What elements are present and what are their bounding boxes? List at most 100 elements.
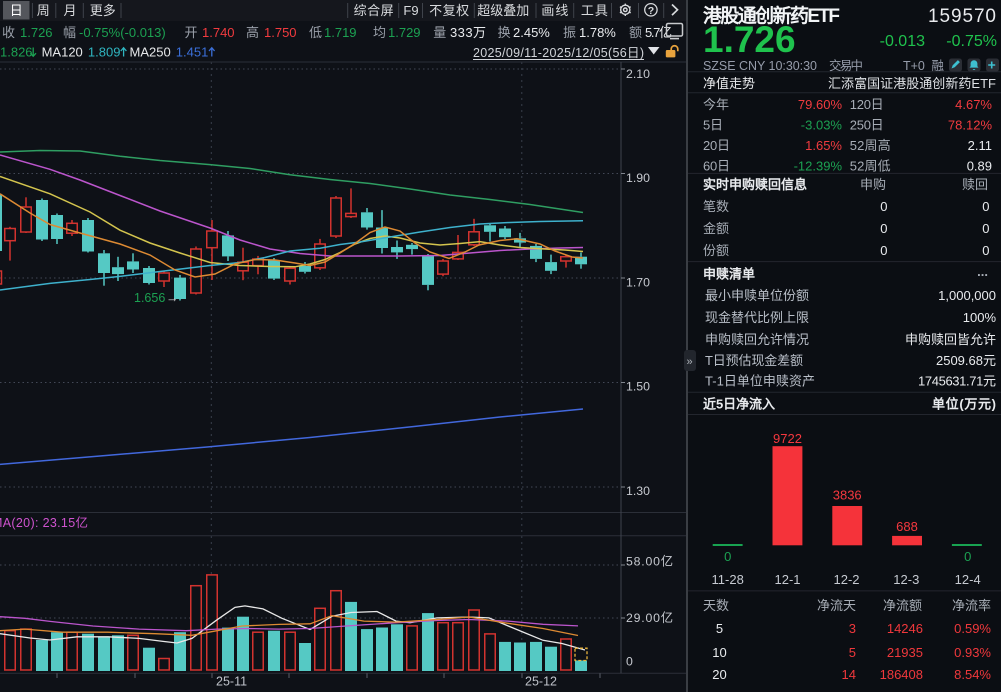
svg-text:月: 月	[63, 3, 76, 18]
svg-text:2.45%: 2.45%	[513, 25, 550, 40]
svg-text:1.719: 1.719	[324, 25, 357, 40]
svg-text:1.826: 1.826	[0, 45, 33, 60]
svg-text:-0.75%: -0.75%	[946, 33, 997, 50]
svg-text:1.70: 1.70	[626, 275, 650, 289]
svg-text:79.60%: 79.60%	[798, 97, 843, 112]
svg-text:净流额: 净流额	[883, 598, 922, 613]
svg-text:0: 0	[880, 243, 887, 258]
svg-text:MA250: MA250	[130, 45, 171, 60]
svg-text:申购: 申购	[860, 177, 886, 192]
svg-text:20: 20	[712, 667, 726, 682]
svg-text:近5日净流入: 近5日净流入	[703, 397, 775, 412]
svg-text:赎回: 赎回	[962, 177, 988, 192]
svg-text:申购赎回皆允许: 申购赎回皆允许	[905, 332, 996, 347]
svg-text:3: 3	[849, 621, 856, 636]
svg-text:1.656: 1.656	[134, 291, 165, 305]
svg-text:SZSE CNY 10:30:30: SZSE CNY 10:30:30	[703, 59, 817, 73]
svg-text:58.00亿: 58.00亿	[626, 553, 673, 568]
svg-text:收: 收	[2, 25, 15, 40]
svg-text:融: 融	[932, 59, 945, 73]
svg-text:换: 换	[498, 25, 511, 40]
svg-text:9722: 9722	[773, 431, 802, 446]
svg-text:2025/09/11-2025/12/05(56日): 2025/09/11-2025/12/05(56日)	[473, 46, 644, 60]
svg-text:工具: 工具	[581, 3, 608, 18]
svg-text:综合屏: 综合屏	[354, 3, 394, 18]
svg-text:12-2: 12-2	[833, 572, 859, 587]
svg-text:29.00亿: 29.00亿	[626, 610, 673, 625]
svg-text:12-1: 12-1	[774, 572, 800, 587]
svg-text:画线: 画线	[541, 3, 568, 18]
svg-text:周: 周	[37, 3, 50, 18]
svg-text:10: 10	[712, 645, 726, 660]
svg-text:4.67%: 4.67%	[955, 97, 992, 112]
svg-text:不复权: 不复权	[429, 3, 469, 18]
svg-text:净流率: 净流率	[952, 598, 991, 613]
svg-text:1.729: 1.729	[388, 25, 421, 40]
svg-text:0: 0	[982, 221, 989, 236]
svg-text:25-11: 25-11	[216, 675, 247, 689]
svg-text:均: 均	[373, 25, 386, 40]
svg-text:1.50: 1.50	[626, 379, 650, 393]
svg-text:0: 0	[964, 549, 971, 564]
svg-text:2.11: 2.11	[968, 138, 992, 153]
svg-text:3836: 3836	[833, 488, 862, 503]
svg-text:1.750: 1.750	[264, 25, 297, 40]
svg-text:1.809: 1.809	[88, 45, 121, 60]
svg-text:1,000,000: 1,000,000	[938, 288, 996, 303]
svg-text:T+0: T+0	[903, 59, 925, 73]
svg-text:金额: 金额	[703, 221, 729, 236]
svg-text:»: »	[687, 356, 693, 368]
svg-text:159570: 159570	[928, 6, 996, 27]
svg-text:实时申购赎回信息: 实时申购赎回信息	[703, 177, 807, 192]
svg-text:52周低: 52周低	[850, 158, 891, 173]
svg-text:更多: 更多	[90, 3, 116, 18]
svg-text:0: 0	[724, 549, 731, 564]
svg-text:0.93%: 0.93%	[954, 645, 991, 660]
svg-text:今年: 今年	[703, 97, 729, 112]
svg-text:振: 振	[563, 25, 576, 40]
svg-text:净流天: 净流天	[817, 598, 856, 613]
svg-text:250日: 250日	[850, 118, 884, 133]
svg-text:5: 5	[716, 621, 723, 636]
svg-text:...: ...	[977, 264, 988, 279]
svg-text:申赎清单: 申赎清单	[703, 267, 755, 282]
svg-text:186408: 186408	[880, 667, 923, 682]
svg-text:8.54%: 8.54%	[954, 667, 991, 682]
svg-text:高: 高	[246, 25, 259, 40]
svg-text:0: 0	[982, 199, 989, 214]
svg-text:5: 5	[849, 645, 856, 660]
svg-text:0: 0	[880, 221, 887, 236]
svg-text:超级叠加: 超级叠加	[477, 3, 529, 18]
svg-text:1.451: 1.451	[176, 45, 209, 60]
svg-text:1.30: 1.30	[626, 484, 650, 498]
svg-text:-0.013: -0.013	[880, 33, 925, 50]
svg-text:1.726: 1.726	[20, 25, 53, 40]
svg-text:1745631.71元: 1745631.71元	[918, 374, 996, 389]
svg-text:12-4: 12-4	[955, 572, 981, 587]
svg-text:量: 量	[433, 25, 446, 40]
svg-text:单位(万元): 单位(万元)	[932, 397, 996, 412]
svg-text:0: 0	[982, 243, 989, 258]
svg-text:1.78%: 1.78%	[579, 25, 616, 40]
svg-text:12-3: 12-3	[893, 572, 919, 587]
svg-text:20日: 20日	[703, 138, 730, 153]
svg-text:-0.75%(-0.013): -0.75%(-0.013)	[79, 25, 166, 40]
svg-text:-12.39%: -12.39%	[794, 158, 843, 173]
svg-text:低: 低	[309, 25, 322, 40]
svg-text:最小申赎单位份额: 最小申赎单位份额	[705, 288, 809, 303]
svg-text:0.59%: 0.59%	[954, 621, 991, 636]
svg-text:2509.68元: 2509.68元	[936, 353, 996, 368]
svg-text:25-12: 25-12	[525, 675, 557, 689]
svg-text:14246: 14246	[887, 621, 923, 636]
svg-text:120日: 120日	[850, 97, 884, 112]
svg-text:开: 开	[185, 25, 198, 40]
svg-text:2.10: 2.10	[626, 67, 650, 81]
svg-text:份额: 份额	[703, 243, 729, 258]
svg-text:申购赎回允许情况: 申购赎回允许情况	[705, 332, 809, 347]
svg-text:天数: 天数	[703, 598, 729, 613]
svg-text:1.726: 1.726	[703, 19, 796, 60]
svg-text:1.90: 1.90	[626, 171, 650, 185]
svg-text:?: ?	[648, 5, 654, 17]
svg-text:333万: 333万	[450, 25, 486, 40]
svg-text:5日: 5日	[703, 118, 723, 133]
